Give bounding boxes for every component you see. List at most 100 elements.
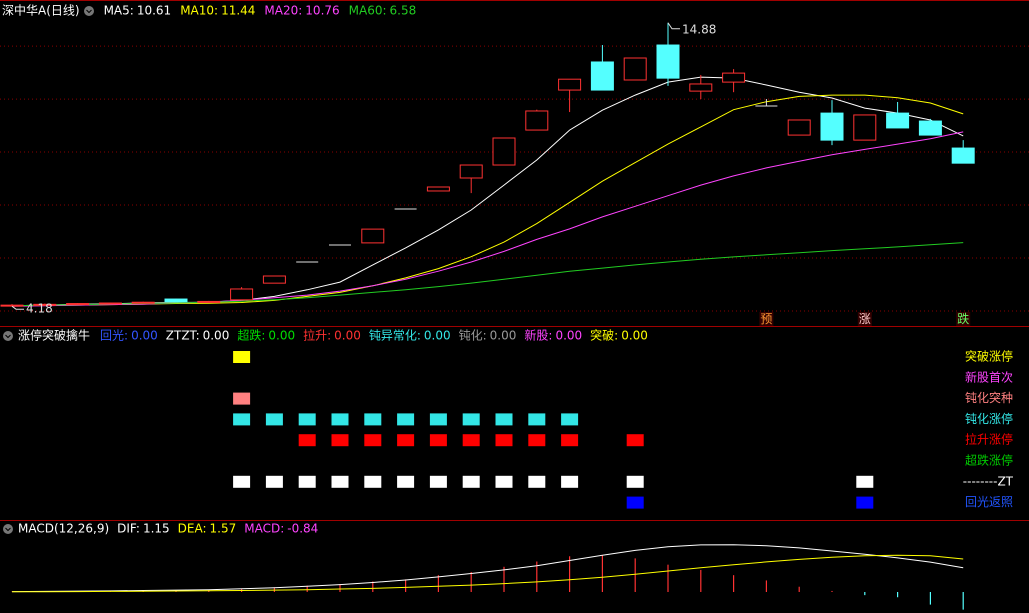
candle-body (525, 110, 549, 131)
indicator-value: 0.00 (621, 329, 648, 343)
legend-value: 1.15 (143, 522, 170, 536)
signal-box (528, 434, 546, 447)
signal-box (364, 475, 382, 488)
signal-box (561, 434, 579, 447)
signal-box (298, 413, 316, 426)
candle-body (459, 164, 483, 179)
candle-body (820, 112, 844, 141)
legend-label: DEA: (178, 522, 207, 536)
indicator-name: 钝化: (459, 329, 487, 343)
candle-body (689, 83, 713, 92)
signal-box (397, 475, 415, 488)
flag-label: 预 (760, 312, 772, 326)
signal-box (429, 475, 447, 488)
indicator-value: 0.00 (334, 329, 361, 343)
signal-box (233, 413, 251, 426)
signal-box (233, 392, 251, 405)
indicator-name: 超跌: (237, 328, 265, 343)
legend-value: 1.57 (210, 522, 237, 536)
macd-line (11, 554, 964, 593)
legend-label: MA20: (264, 4, 302, 18)
legend-label: MA5: (104, 4, 134, 18)
candle-body (0, 304, 24, 307)
indicator-value: 0.00 (131, 329, 158, 343)
ma-line (11, 242, 964, 307)
candle-body (131, 301, 155, 304)
indicator-name: 钝异常化: (369, 329, 421, 343)
header-icon[interactable] (3, 331, 13, 341)
candle-body (918, 120, 942, 136)
indicator-value: 0.00 (490, 329, 517, 343)
legend-label: DIF: (117, 522, 140, 536)
signal-box (856, 475, 874, 488)
signal-box (626, 496, 644, 509)
candle-body (197, 300, 221, 303)
signal-box (528, 413, 546, 426)
legend-value: 6.58 (390, 4, 417, 18)
candle-body (787, 119, 811, 136)
indicator-value: 0.00 (555, 329, 582, 343)
signal-box (495, 475, 513, 488)
signal-box (495, 413, 513, 426)
legend-value: 10.61 (137, 4, 171, 18)
indicator-name: ZTZT: (166, 329, 200, 343)
signal-box (298, 475, 316, 488)
row-label: 钝化突种 (965, 390, 1013, 405)
candle-body (492, 137, 516, 166)
row-label: --------ZT (963, 474, 1014, 488)
flag-label: 涨 (859, 311, 871, 326)
signal-box (364, 413, 382, 426)
indicator-name: 新股: (524, 328, 552, 343)
panel-title: 涨停突破擒牛 (18, 328, 90, 343)
indicator-value: 0.00 (268, 329, 295, 343)
candle-body (623, 57, 647, 81)
legend-label: MACD: (244, 522, 284, 536)
candle-body (98, 302, 122, 305)
legend-label: MA10: (180, 4, 218, 18)
indicator-name: 回光: (100, 329, 128, 343)
candle-body (853, 114, 877, 141)
signal-box (528, 475, 546, 488)
candle-body (886, 112, 910, 129)
macd-line (11, 544, 964, 593)
candle-body (951, 147, 975, 164)
annotation-leader (11, 305, 24, 310)
signal-box (561, 413, 579, 426)
signal-box (397, 434, 415, 447)
legend-value: -0.84 (287, 522, 318, 536)
legend-value: 10.76 (305, 4, 339, 18)
candle-body (722, 72, 746, 83)
header-icon[interactable] (84, 6, 94, 16)
signal-box (462, 413, 480, 426)
row-label: 回光返照 (965, 495, 1013, 509)
signal-box (265, 413, 283, 426)
indicator-name: 拉升: (303, 328, 331, 343)
row-label: 超跌涨停 (965, 453, 1013, 468)
row-label: 拉升涨停 (965, 432, 1013, 447)
row-label: 新股首次 (965, 369, 1013, 384)
signal-box (495, 434, 513, 447)
signal-box (626, 475, 644, 488)
legend-value: 11.44 (221, 4, 255, 18)
header-icon[interactable] (3, 524, 13, 534)
candle-body (230, 288, 254, 301)
high-annotation: 14.88 (682, 22, 716, 36)
signal-box (397, 413, 415, 426)
signal-box (233, 475, 251, 488)
flag-box (857, 312, 872, 326)
candle-body (33, 303, 57, 306)
signal-box (265, 475, 283, 488)
signal-box (331, 434, 349, 447)
candle-body (361, 228, 385, 244)
candle-body (164, 298, 188, 303)
low-annotation: 4.18 (26, 302, 53, 316)
candle-body (656, 44, 680, 79)
chart-title: 深中华A(日线) (2, 3, 80, 18)
panel-title: MACD(12,26,9) (18, 522, 109, 536)
annotation-leader (667, 22, 680, 30)
flag-box (956, 312, 971, 326)
indicator-value: 0.00 (424, 329, 451, 343)
flag-label: 跌 (957, 311, 969, 326)
candle-body (426, 186, 450, 192)
